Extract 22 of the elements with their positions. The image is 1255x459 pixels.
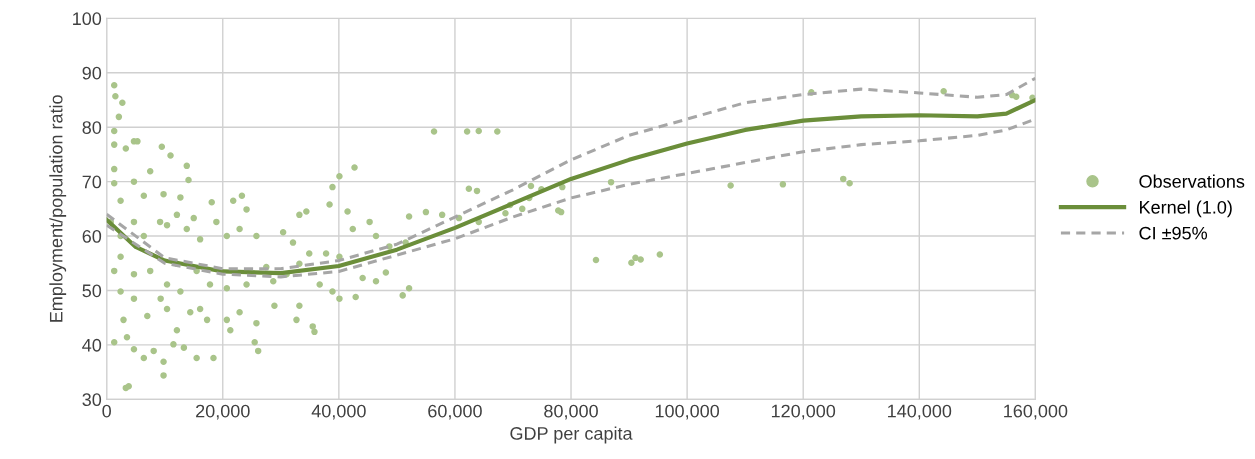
y-tick-label: 100 xyxy=(73,12,102,26)
y-tick-label: 90 xyxy=(82,66,102,80)
y-tick-label: 50 xyxy=(82,284,102,298)
x-tick-label: 140,000 xyxy=(888,404,952,420)
legend-label: Observations xyxy=(1139,174,1245,188)
legend-label: Kernel (1.0) xyxy=(1140,200,1232,218)
y-tick-label: 60 xyxy=(82,229,102,243)
x-tick-label: 20,000 xyxy=(196,404,250,420)
y-tick-label: 80 xyxy=(82,121,102,134)
y-tick-label: 40 xyxy=(82,338,102,352)
legend-label: CI ±95% xyxy=(1139,226,1208,240)
y-tick-label: 30 xyxy=(82,393,102,407)
x-tick-label: 40,000 xyxy=(311,404,366,420)
x-tick-label: 160,000 xyxy=(1004,404,1068,420)
x-axis-title: GDP per capita xyxy=(510,426,633,444)
x-tick-label: 100,000 xyxy=(655,404,720,420)
y-axis-title: Employment/population ratio xyxy=(49,95,67,322)
x-tick-label: 60,000 xyxy=(428,404,482,420)
x-tick-label: 80,000 xyxy=(544,404,598,420)
x-tick-label: 0 xyxy=(102,404,111,418)
y-tick-label: 70 xyxy=(82,175,102,189)
x-tick-label: 120,000 xyxy=(771,404,836,420)
